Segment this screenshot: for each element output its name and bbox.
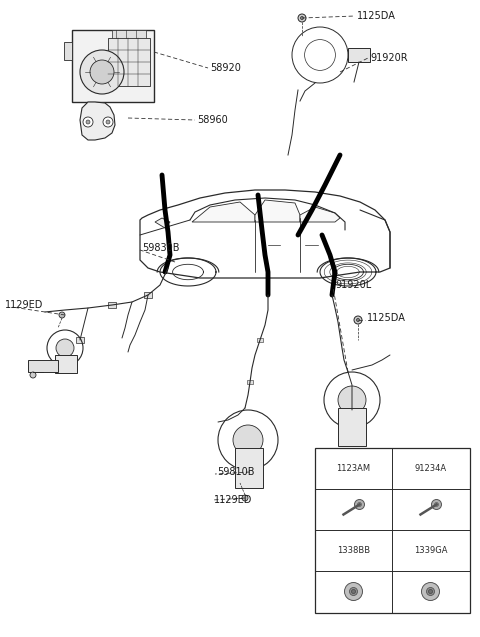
Text: 59830B: 59830B [142,243,180,253]
Bar [108,38,150,86]
Circle shape [103,117,113,127]
Bar [348,48,370,62]
Polygon shape [300,207,340,222]
Circle shape [298,14,306,22]
Text: 1338BB: 1338BB [337,546,370,555]
Circle shape [30,372,36,378]
Circle shape [432,499,442,510]
Bar [315,448,470,613]
Bar [247,380,253,384]
Circle shape [421,582,440,601]
Text: 1125DA: 1125DA [357,11,396,21]
Text: 91234A: 91234A [414,464,446,473]
Circle shape [233,425,263,455]
Text: 91920L: 91920L [335,280,371,290]
Bar [55,355,77,373]
Circle shape [429,589,432,594]
Circle shape [90,60,114,84]
Bar [64,42,72,60]
Circle shape [83,117,93,127]
Polygon shape [80,102,115,140]
Circle shape [427,587,434,596]
Text: 58960: 58960 [197,115,228,125]
Bar [108,302,116,308]
Text: 1339GA: 1339GA [414,546,447,555]
Bar [112,30,146,38]
Circle shape [300,17,303,20]
Bar [235,448,263,488]
Circle shape [106,120,110,124]
Polygon shape [140,190,390,278]
Circle shape [242,495,248,501]
Circle shape [86,120,90,124]
Polygon shape [255,200,300,222]
Text: 1129ED: 1129ED [214,495,252,505]
Circle shape [80,50,124,94]
Text: 58920: 58920 [210,63,241,73]
Circle shape [354,316,362,324]
Circle shape [358,503,361,506]
Text: 1129ED: 1129ED [5,300,43,310]
Bar [76,337,84,343]
Circle shape [56,339,74,357]
Text: 59810B: 59810B [217,467,254,477]
Circle shape [349,587,358,596]
Bar [72,30,154,102]
Circle shape [357,318,360,322]
Bar [257,338,263,342]
Bar [144,292,152,298]
Circle shape [345,582,362,601]
Bar [338,408,366,446]
Text: 1123AM: 1123AM [336,464,371,473]
Circle shape [355,499,364,510]
Circle shape [338,386,366,414]
Bar [28,360,58,372]
Polygon shape [192,202,255,222]
Text: 91920R: 91920R [370,53,408,63]
Text: 1125DA: 1125DA [367,313,406,323]
Circle shape [434,503,439,506]
Circle shape [351,589,356,594]
Circle shape [59,312,65,318]
Polygon shape [155,218,170,228]
